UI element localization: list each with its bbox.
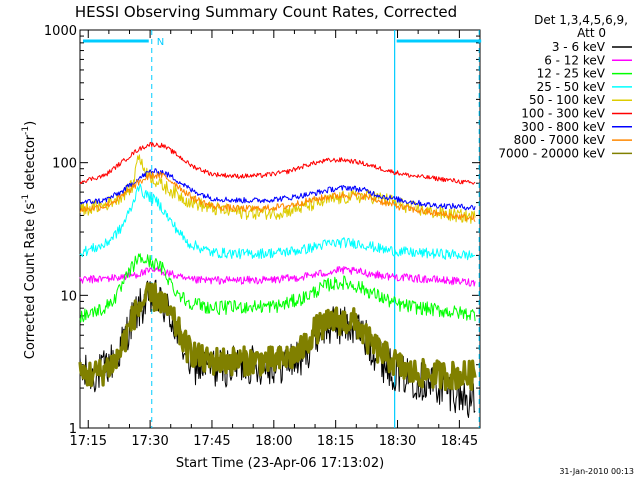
series-line-1 (79, 266, 476, 287)
x-tick-label: 18:45 (441, 434, 478, 449)
legend-entry-label: 6 - 12 keV (544, 53, 606, 67)
x-tick-label: 17:30 (131, 434, 168, 449)
x-axis-label: Start Time (23-Apr-06 17:13:02) (176, 456, 384, 471)
x-tick-label: 18:15 (317, 434, 354, 449)
y-axis-label: Corrected Count Rate (s-1 detector-1) (21, 121, 38, 359)
legend-entry-label: 12 - 25 keV (537, 67, 606, 81)
x-tick-label: 17:45 (193, 434, 230, 449)
legend-entry-label: 50 - 100 keV (529, 93, 606, 107)
series-line-6 (79, 168, 476, 211)
legend-entry-label: 7000 - 20000 keV (498, 146, 605, 160)
chart-title: HESSI Observing Summary Count Rates, Cor… (75, 3, 457, 21)
series-line-7 (79, 171, 476, 222)
series-line-2 (79, 253, 476, 323)
x-tick-label: 18:30 (379, 434, 416, 449)
series-line-3 (79, 183, 476, 261)
legend-header-line2: Att 0 (577, 26, 606, 40)
legend-entry-label: 25 - 50 keV (537, 80, 606, 94)
legend-header-line1: Det 1,3,4,5,6,9, (534, 13, 628, 27)
legend-entry-label: 800 - 7000 keV (514, 133, 606, 147)
y-tick-label: 10 (60, 289, 77, 304)
axis-ticks: 17:15 17:30 17:45 18:00 18:15 18:30 18:45 1 10 10… (44, 24, 481, 449)
legend-entry-label: 300 - 800 keV (521, 120, 605, 134)
y-tick-label: 1 (69, 422, 77, 437)
x-tick-label: 17:15 (70, 434, 107, 449)
x-tick-label: 18:00 (255, 434, 292, 449)
series-line-8 (78, 282, 477, 392)
legend-entry-label: 3 - 6 keV (552, 40, 606, 54)
footer-timestamp: 31-Jan-2010 00:13 (559, 467, 634, 476)
y-tick-label: 100 (52, 157, 77, 172)
y-tick-label: 1000 (44, 24, 77, 39)
series-line-4 (79, 154, 476, 224)
attenuator-label: N (157, 37, 164, 48)
series-lines (78, 141, 477, 418)
legend-entry-label: 100 - 300 keV (521, 107, 605, 121)
series-line-5 (79, 141, 476, 185)
plot-frame (79, 29, 481, 429)
